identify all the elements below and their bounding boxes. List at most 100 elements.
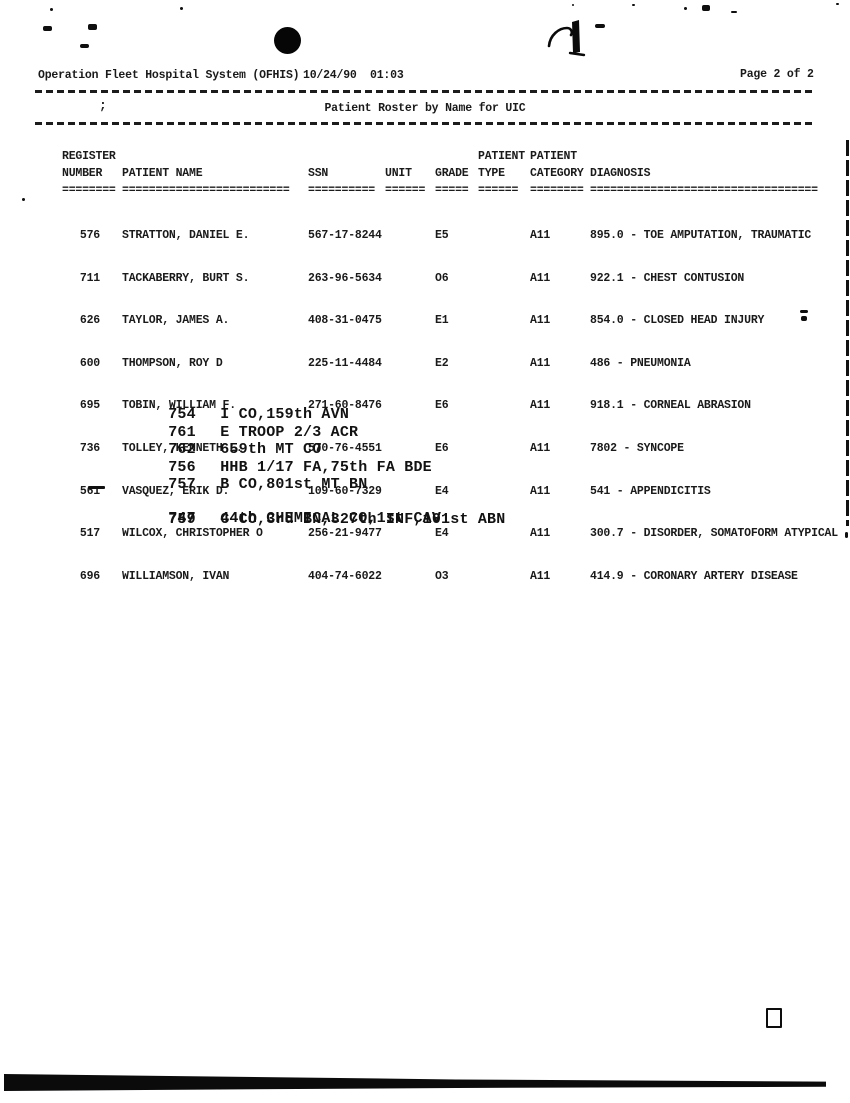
scan-speck (702, 5, 710, 11)
uic-unit-name: 659th MT CO (220, 441, 322, 458)
grade-cell: E1 (435, 314, 449, 328)
rule-segment: ====== (478, 184, 519, 197)
table-row: 695 TOBIN, WILLIAM F. 271-60-8476 E6 A11… (0, 399, 850, 416)
page-indicator: Page 2 of 2 (740, 68, 814, 81)
list-item-marked: 747 44th CHEMICAL CO,1st CAV (0, 479, 850, 526)
patient-name-cell: WILLIAMSON, IVAN (122, 569, 230, 583)
pen-dash-icon (88, 485, 105, 489)
list-item: 756 HHB 1/17 FA,75th FA BDE (0, 444, 850, 475)
system-title: Operation Fleet Hospital System (OFHIS) (38, 69, 300, 82)
report-title: Patient Roster by Name for UIC (324, 102, 526, 115)
scan-speck (88, 24, 97, 30)
uic-unit-name: HHB 1/17 FA,75th FA BDE (220, 458, 432, 476)
list-item: 762 659th MT CO (0, 426, 850, 458)
diagnosis-cell: 7802 - SYNCOPE (590, 441, 684, 455)
uic-number: 761 (168, 423, 196, 441)
grade-cell: E4 (435, 484, 449, 498)
rule-segment: ======== (530, 184, 584, 197)
ssn-cell: 271-60-8476 (308, 399, 382, 413)
register-number-cell: 576 (79, 229, 100, 242)
column-header-name: PATIENT NAME (122, 167, 203, 180)
ssn-cell: 256-21-9477 (308, 527, 382, 541)
column-header-patient-category-1: PATIENT (530, 150, 577, 163)
table-row: 600 THOMPSON, ROY D 225-11-4484 E2 A11 4… (0, 357, 850, 374)
column-header-type: TYPE (478, 167, 505, 180)
hollow-square-icon (766, 1008, 782, 1028)
rule-segment: ===== (435, 184, 469, 197)
uic-number: 754 (168, 406, 196, 423)
table-row: 696 WILLIAMSON, IVAN 404-74-6022 O3 A11 … (0, 570, 850, 587)
column-header-patient-type-1: PATIENT (478, 150, 525, 163)
scan-speck (684, 7, 687, 10)
diagnosis-cell: 854.0 - CLOSED HEAD INJURY (590, 314, 765, 328)
column-header-register: REGISTER (62, 150, 116, 163)
ssn-cell: 408-31-0475 (308, 314, 382, 328)
patient-name-cell: VASQUEZ, ERIK D. (122, 484, 230, 498)
column-header-ssn: SSN (308, 167, 329, 180)
scan-speck (80, 44, 89, 48)
grade-cell: E2 (435, 356, 449, 370)
scanner-edge-bar (4, 1074, 826, 1091)
scan-speck (50, 8, 53, 11)
diagnosis-cell: 414.9 - CORONARY ARTERY DISEASE (590, 569, 798, 583)
column-header-category: CATEGORY (530, 167, 584, 180)
patient-category-cell: A11 (530, 356, 551, 370)
scan-speck (845, 532, 848, 538)
patient-category-cell: A11 (530, 484, 551, 498)
scan-speck (180, 7, 183, 10)
register-number-cell: 600 (79, 356, 100, 370)
uic-number: 747 (168, 509, 196, 527)
patient-category-cell: A11 (530, 271, 551, 285)
hole-punch-icon (274, 27, 301, 54)
grade-cell: E4 (435, 527, 449, 541)
scan-speck (43, 26, 52, 31)
rule-segment: ====== (385, 184, 426, 197)
patient-name-cell: TOLLEY, KENNETH L. (122, 441, 243, 455)
list-item: 757 B CO,801st MT BN (0, 461, 850, 493)
list-item: 754 I CO,159th AVN (0, 391, 850, 423)
diagnosis-cell: 922.1 - CHEST CONTUSION (590, 271, 745, 285)
rule-segment: ========================= (122, 184, 290, 197)
ssn-cell: 570-76-4551 (308, 441, 382, 455)
scan-speck (731, 11, 737, 13)
patient-name-cell: STRATTON, DANIEL E. (122, 229, 250, 242)
diagnosis-cell: 895.0 - TOE AMPUTATION, TRAUMATIC (590, 229, 812, 242)
ssn-cell: 225-11-4484 (308, 356, 382, 370)
patient-roster-table: 576 STRATTON, DANIEL E. 567-17-8244 E5 A… (0, 203, 850, 612)
register-number-cell: 695 (79, 399, 100, 413)
uic-number: 757 (168, 476, 196, 493)
register-number-cell: 517 (79, 527, 100, 541)
scan-speck (801, 316, 807, 321)
rule-segment: ======== (62, 184, 116, 197)
grade-cell: E6 (435, 399, 449, 413)
patient-category-cell: A11 (530, 314, 551, 328)
table-row: 711 TACKABERRY, BURT S. 263-96-5634 O6 A… (0, 272, 850, 289)
patient-category-cell: A11 (530, 527, 551, 541)
scan-speck (22, 198, 25, 201)
report-datetime: 10/24/90 01:03 (303, 69, 404, 82)
table-row: 736 TOLLEY, KENNETH L. 570-76-4551 E6 A1… (0, 442, 850, 459)
grade-cell: E6 (435, 441, 449, 455)
uic-unit-name: B CO,801st MT BN (220, 476, 368, 493)
patient-name-cell: TAYLOR, JAMES A. (122, 314, 230, 328)
ssn-cell: 567-17-8244 (308, 229, 382, 242)
patient-category-cell: A11 (530, 399, 551, 413)
ssn-cell: 404-74-6022 (308, 569, 382, 583)
divider-dashed-line (35, 90, 813, 93)
table-row: 626 TAYLOR, JAMES A. 408-31-0475 E1 A11 … (0, 314, 850, 331)
uic-number: 756 (168, 458, 196, 476)
diagnosis-cell: 918.1 - CORNEAL ABRASION (590, 399, 751, 413)
register-number-cell: 626 (79, 314, 100, 328)
diagnosis-cell: 541 - APPENDICITIS (590, 484, 711, 498)
uic-unit-list: 754 I CO,159th AVN 761 E TROOP 2/3 ACR 762… (0, 391, 850, 528)
register-number-cell: 696 (79, 569, 100, 583)
uic-unit-name: I CO,159th AVN (220, 406, 350, 423)
rule-segment: ========== (308, 184, 376, 197)
patient-name-cell: TOBIN, WILLIAM F. (122, 399, 236, 413)
patient-category-cell: A11 (530, 229, 551, 242)
stray-ink-mark: ; (99, 98, 107, 113)
uic-unit-name: 44th CHEMICAL CO,1st CAV (220, 509, 442, 527)
scan-speck (836, 3, 839, 5)
patient-name-cell: TACKABERRY, BURT S. (122, 271, 250, 285)
